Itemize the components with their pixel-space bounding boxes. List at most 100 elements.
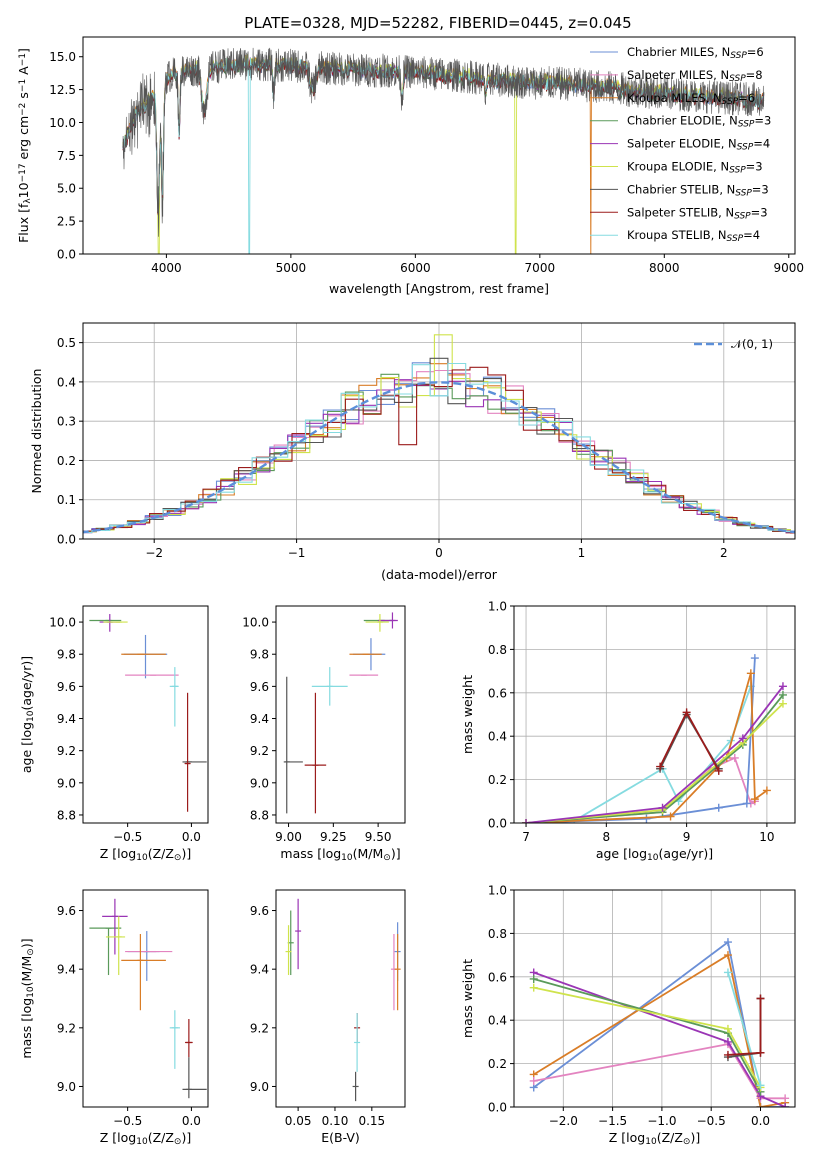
y-tick-label: 9.0 <box>250 776 269 790</box>
label-segment: ⊙ <box>383 853 391 863</box>
axes-frame <box>82 605 209 824</box>
label-segment: 10 <box>645 1137 657 1147</box>
y-tick-label: 9.6 <box>57 680 76 694</box>
mass-vs-metallicity-panel: −0.5 0.09.09.29.49.6Z [log10(Z/Z⊙)]mass [… <box>19 889 209 1147</box>
y-tick-label: 0.4 <box>488 1014 507 1028</box>
label-segment: =3 <box>751 205 768 219</box>
weight-marker <box>756 1048 765 1057</box>
legend-entry: Salpeter STELIB, NSSP=3 <box>627 205 768 221</box>
x-axis-label: Z [log10(Z/Z⊙)] <box>100 846 191 863</box>
y-tick-label: 9.6 <box>250 904 269 918</box>
label-segment: SSP <box>729 166 746 176</box>
weight-line <box>525 685 784 823</box>
label-segment: (M/M <box>19 956 34 987</box>
weight-marker <box>756 1081 765 1090</box>
legend-entry: Chabrier MILES, NSSP=6 <box>627 45 764 61</box>
y-tick-label: 9.8 <box>250 648 269 662</box>
label-segment: )] <box>181 846 191 861</box>
weight-marker <box>781 1103 790 1107</box>
weight-marker <box>723 968 732 977</box>
label-segment: (M/M <box>353 846 384 861</box>
label-segment: s <box>16 92 31 103</box>
legend-entry: Kroupa ELODIE, NSSP=3 <box>627 160 763 176</box>
y-tick-label: 0.8 <box>488 927 507 941</box>
x-tick-label: 9 <box>683 830 691 844</box>
label-segment: Kroupa ELODIE, N <box>627 160 729 174</box>
label-segment: =6 <box>738 91 755 105</box>
label-segment: 10 <box>136 853 148 863</box>
legend-entry: Salpeter ELODIE, NSSP=4 <box>627 137 770 153</box>
weight-marker <box>529 1076 538 1085</box>
label-segment: Chabrier MILES, N <box>627 45 730 59</box>
label-segment: =4 <box>743 228 760 242</box>
y-tick-label: 0.0 <box>488 817 507 831</box>
x-tick-label: 2 <box>720 546 728 560</box>
x-tick-label: 6000 <box>400 261 431 275</box>
y-tick-label: 9.2 <box>250 1021 269 1035</box>
label-segment: age [log <box>19 722 34 773</box>
age-vs-mass-panel: 9.00 9.25 9.50 8.8 9.0 9.2 9.4 9.6 9.8 10.0 mass [… <box>242 605 406 863</box>
label-segment: SSP <box>738 120 755 130</box>
y-tick-label: 0.0 <box>57 533 76 547</box>
label-segment: SSP <box>727 234 744 244</box>
histogram-series <box>83 334 795 534</box>
x-tick-label: −2.0 <box>549 1114 578 1128</box>
y-tick-label: 9.2 <box>250 744 269 758</box>
label-segment: =8 <box>746 68 763 82</box>
label-segment: (Z/Z <box>657 1130 683 1145</box>
label-segment: Z [log <box>100 1130 136 1145</box>
label-segment: Kroupa STELIB, N <box>627 228 727 242</box>
label-segment: SSP <box>730 51 747 61</box>
x-axis-label: wavelength [Angstrom, rest frame] <box>329 281 549 296</box>
weight-marker <box>750 654 759 663</box>
label-segment: ] <box>16 48 31 53</box>
label-segment: age [log <box>596 846 647 861</box>
x-tick-label: 7 <box>522 830 530 844</box>
axes-frame <box>82 36 796 255</box>
weight-line <box>533 1043 786 1100</box>
y-tick-label: 5.0 <box>57 182 76 196</box>
axes-frame <box>513 889 796 1108</box>
weight-marker <box>723 1024 732 1033</box>
weight-marker <box>529 983 538 992</box>
label-segment: )] <box>690 1130 700 1145</box>
label-segment: SSP <box>737 143 754 153</box>
label-segment: Salpeter ELODIE, N <box>627 137 737 151</box>
y-tick-label: 8.8 <box>57 808 76 822</box>
x-tick-label: −0.5 <box>113 830 142 844</box>
weight-marker <box>666 812 675 821</box>
label-segment: Chabrier ELODIE, N <box>627 114 738 128</box>
y-tick-label: 9.0 <box>57 776 76 790</box>
y-tick-label: 15.0 <box>49 50 76 64</box>
y-tick-label: 0.1 <box>57 493 76 507</box>
plot-area <box>122 47 765 254</box>
plot-area <box>83 334 795 534</box>
y-tick-label: 9.8 <box>57 648 76 662</box>
legend-entry: Salpeter MILES, NSSP=8 <box>627 68 763 84</box>
label-segment: λ <box>23 198 33 204</box>
legend-entry: Kroupa STELIB, NSSP=4 <box>627 228 760 244</box>
histogram-series <box>83 362 795 534</box>
y-tick-label: 9.6 <box>250 680 269 694</box>
weight-marker <box>714 803 723 812</box>
label-segment: mass [log <box>280 846 341 861</box>
label-segment: Chabrier STELIB, N <box>627 182 735 196</box>
y-tick-label: 9.2 <box>57 1021 76 1035</box>
label-segment: mass [log <box>19 998 34 1059</box>
y-axis-label: mass [log10(M/M⊙)] <box>19 938 36 1058</box>
y-tick-label: 9.4 <box>57 963 76 977</box>
legend-entry: Chabrier STELIB, NSSP=3 <box>627 182 769 198</box>
y-tick-label: 9.0 <box>57 1080 76 1094</box>
label-segment: 10 <box>26 986 36 998</box>
x-tick-label: 0.05 <box>285 1114 312 1128</box>
y-tick-label: 2.5 <box>57 215 76 229</box>
weight-marker <box>658 803 667 812</box>
label-segment: 10 <box>136 1137 148 1147</box>
weight-marker <box>756 1103 765 1107</box>
label-segment: Flux [f <box>16 203 31 243</box>
y-tick-label: 0.2 <box>488 1057 507 1071</box>
weight-marker <box>723 1037 732 1046</box>
y-tick-label: 0.5 <box>57 336 76 350</box>
